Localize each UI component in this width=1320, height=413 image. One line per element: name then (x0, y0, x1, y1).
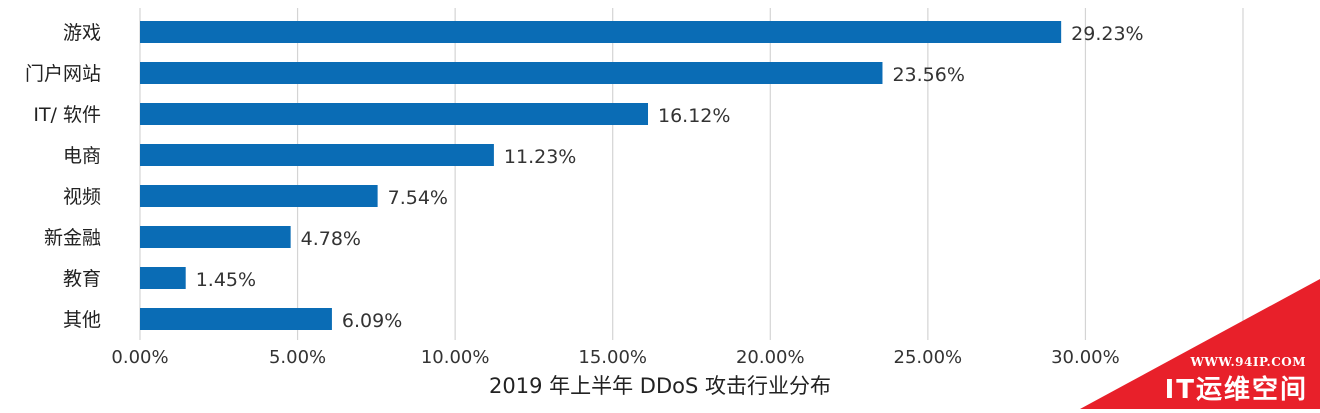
bar (140, 185, 378, 207)
category-label: 其他 (63, 309, 101, 331)
bar (140, 144, 494, 166)
value-label: 23.56% (892, 64, 964, 86)
x-tick-label: 25.00% (894, 347, 963, 368)
x-tick-label: 10.00% (421, 347, 490, 368)
bar (140, 267, 186, 289)
x-axis-title: 2019 年上半年 DDoS 攻击行业分布 (489, 374, 831, 398)
bar (140, 226, 291, 248)
value-label: 16.12% (658, 105, 730, 127)
value-label: 7.54% (388, 187, 448, 209)
watermark: WWW.94IP.COM IT运维空间 (1080, 279, 1320, 409)
category-label: 门户网站 (25, 63, 101, 85)
bar (140, 21, 1062, 43)
bar (140, 62, 883, 84)
value-label: 6.09% (342, 310, 402, 332)
watermark-triangle (1080, 279, 1320, 409)
category-label: 教育 (63, 268, 101, 290)
watermark-url: WWW.94IP.COM (1190, 355, 1306, 369)
category-label: IT/ 软件 (33, 104, 101, 126)
x-tick-label: 30.00% (1051, 347, 1120, 368)
value-label: 29.23% (1071, 23, 1143, 45)
x-tick-label: 15.00% (578, 347, 647, 368)
watermark-brand: IT运维空间 (1164, 375, 1308, 405)
category-label: 游戏 (63, 22, 101, 44)
x-tick-label: 20.00% (736, 347, 805, 368)
value-label: 11.23% (504, 146, 576, 168)
bar (140, 308, 332, 330)
category-label: 电商 (63, 145, 101, 167)
value-label: 1.45% (196, 269, 256, 291)
category-label: 新金融 (44, 227, 101, 249)
x-tick-label: 5.00% (269, 347, 326, 368)
bar (140, 103, 649, 125)
value-label: 4.78% (301, 228, 361, 250)
x-tick-label: 0.00% (111, 347, 168, 368)
category-label: 视频 (63, 186, 101, 208)
